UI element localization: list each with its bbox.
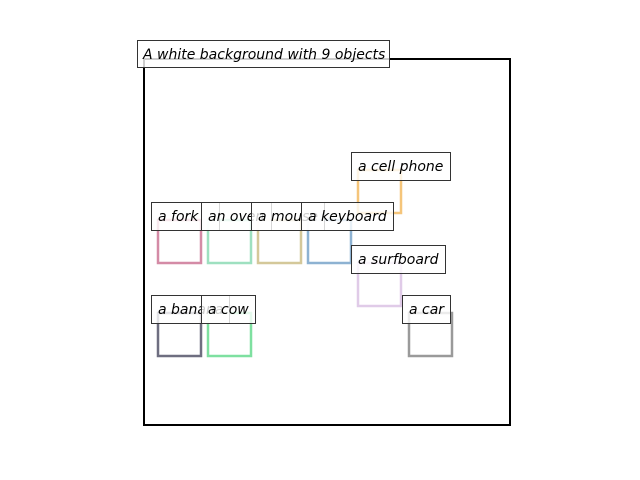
label-surfboard: a surfboard <box>351 245 446 274</box>
label-text-cow: a cow <box>208 302 249 318</box>
label-keyboard: a keyboard <box>301 202 394 231</box>
label-text-keyboard: a keyboard <box>308 209 387 225</box>
label-text-oven: an oven <box>208 209 264 225</box>
diagram-title: A white background with 9 objects <box>142 47 385 63</box>
title-box <box>137 40 390 68</box>
label-cow: a cow <box>201 295 256 324</box>
label-box-surfboard <box>351 245 446 274</box>
label-car: a car <box>402 295 451 324</box>
label-text-cell-phone: a cell phone <box>358 159 443 175</box>
label-box-cow <box>201 295 256 324</box>
scene-frame <box>143 58 511 426</box>
title-group: A white background with 9 objects <box>137 40 390 68</box>
label-text-car: a car <box>409 302 445 318</box>
label-box-keyboard <box>301 202 394 231</box>
label-box-car <box>402 295 451 324</box>
label-cell-phone: a cell phone <box>351 152 451 181</box>
label-text-surfboard: a surfboard <box>358 252 439 268</box>
label-text-fork: a fork <box>158 209 199 225</box>
label-box-cell-phone <box>351 152 451 181</box>
